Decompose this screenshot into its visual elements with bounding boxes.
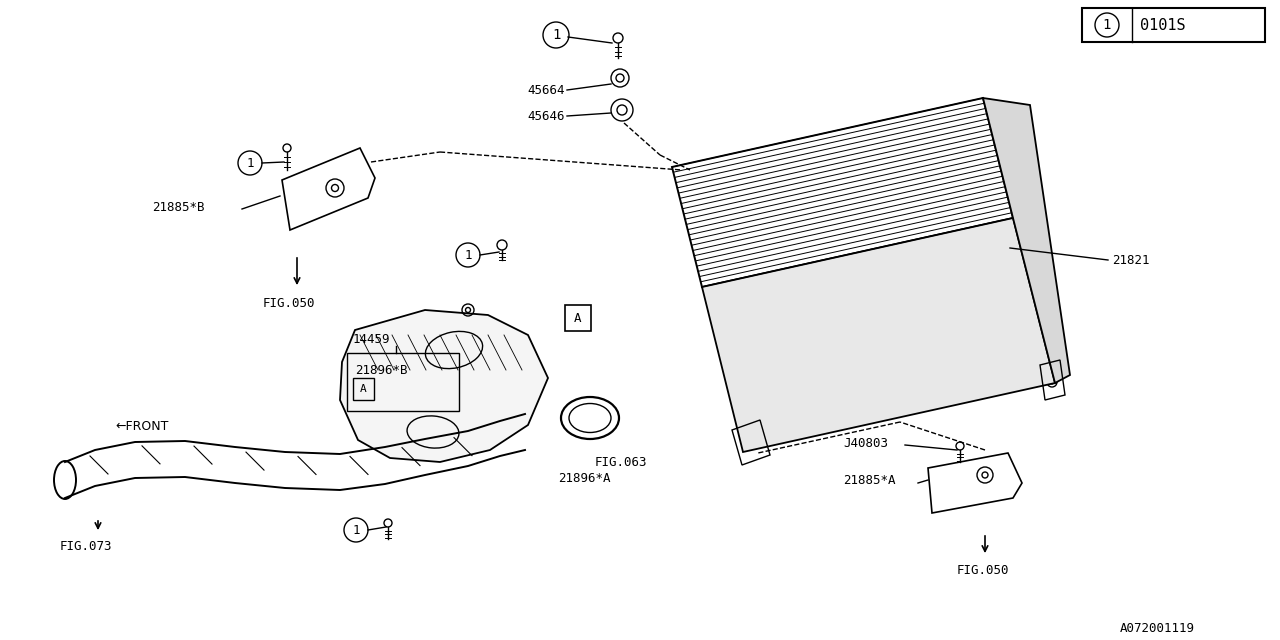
Text: 45664: 45664: [527, 83, 564, 97]
Text: FIG.063: FIG.063: [595, 456, 648, 468]
Text: ←FRONT: ←FRONT: [115, 419, 169, 433]
Text: 14459: 14459: [353, 333, 390, 346]
Bar: [1082, 8, 1265, 42]
Text: A: A: [575, 312, 581, 324]
Text: FIG.073: FIG.073: [60, 540, 113, 552]
Text: A: A: [360, 384, 366, 394]
Text: 1: 1: [552, 28, 561, 42]
Text: FIG.050: FIG.050: [262, 296, 315, 310]
Text: 1: 1: [246, 157, 253, 170]
Text: 1: 1: [352, 524, 360, 536]
Text: 21885*B: 21885*B: [152, 200, 205, 214]
Text: 0101S: 0101S: [1140, 17, 1185, 33]
Text: J40803: J40803: [844, 436, 888, 449]
Polygon shape: [340, 310, 548, 462]
Bar: [564, 305, 591, 331]
Text: 21896*B: 21896*B: [355, 364, 407, 376]
Text: 45646: 45646: [527, 109, 564, 122]
Text: 1: 1: [465, 248, 472, 262]
Text: 21896*A: 21896*A: [558, 472, 611, 484]
Text: A072001119: A072001119: [1120, 621, 1196, 634]
Bar: [347, 353, 460, 411]
Bar: [353, 378, 374, 400]
Polygon shape: [672, 98, 1012, 287]
Text: 21885*A: 21885*A: [844, 474, 896, 486]
Polygon shape: [701, 218, 1055, 452]
Polygon shape: [983, 98, 1070, 383]
Text: 21821: 21821: [1112, 253, 1149, 266]
Text: FIG.050: FIG.050: [957, 564, 1010, 577]
Text: 1: 1: [1103, 18, 1111, 32]
